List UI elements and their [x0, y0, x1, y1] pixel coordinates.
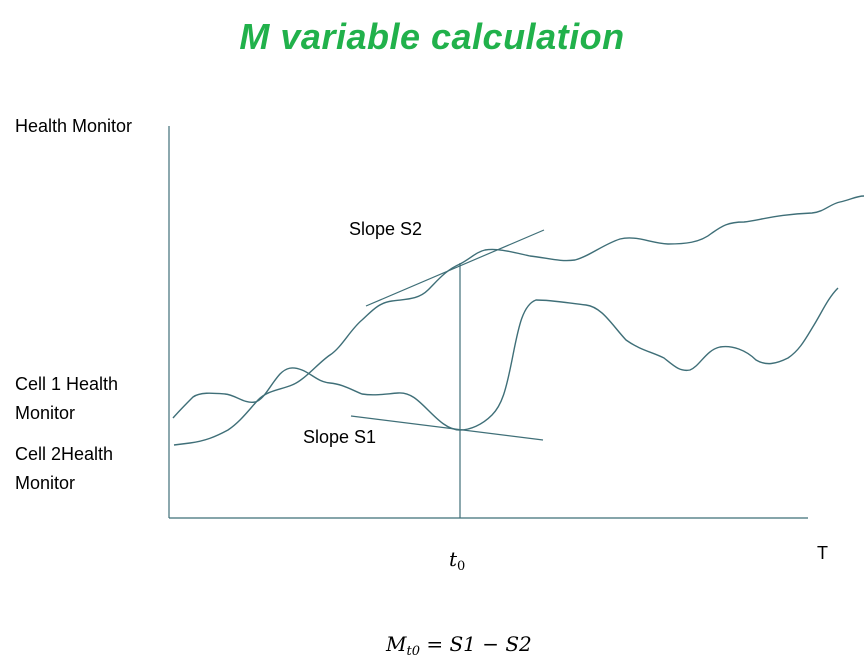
cell2-health-curve	[172, 287, 839, 431]
tangent-line-s2	[365, 229, 545, 307]
slope-s2-label: Slope S2	[349, 219, 423, 239]
cell1-label-line1: Cell 1 Health	[15, 374, 119, 394]
cell2-label-line1: Cell 2Health	[15, 444, 114, 464]
x-axis-label: T	[817, 543, 828, 563]
diagram-title: M variable calculation	[239, 16, 625, 57]
y-axis-label: Health Monitor	[15, 116, 133, 136]
cell2-label-line2: Monitor	[15, 473, 76, 493]
slope-s1-label: Slope S1	[303, 427, 377, 447]
cell1-health-curve	[173, 195, 864, 446]
tangent-line-s1	[350, 415, 544, 441]
cell1-label-line2: Monitor	[15, 403, 76, 423]
t0-label: t0	[449, 547, 466, 574]
formula: Mt0 = S1 − S2	[386, 632, 532, 659]
